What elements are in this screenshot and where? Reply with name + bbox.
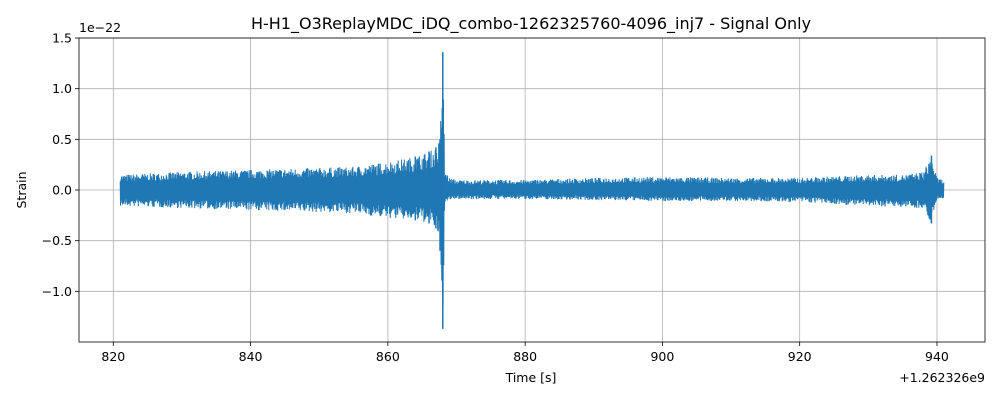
x-tick-label: 880 (513, 349, 537, 364)
y-axis-label: Strain (14, 171, 29, 208)
x-tick-label: 840 (239, 349, 263, 364)
y-tick-label: 0.5 (52, 132, 72, 147)
x-tick-label: 900 (650, 349, 674, 364)
y-axis-scale-label: 1e−22 (79, 20, 121, 35)
chart-title: H-H1_O3ReplayMDC_iDQ_combo-1262325760-40… (251, 14, 811, 34)
y-tick-label: 1.0 (52, 81, 72, 96)
x-axis-offset-label: +1.262326e9 (899, 370, 985, 385)
x-tick-label: 860 (376, 349, 400, 364)
x-axis-label: Time [s] (505, 370, 557, 385)
y-tick-label: −0.5 (42, 233, 72, 248)
x-tick-label: 920 (788, 349, 812, 364)
y-tick-label: 0.0 (52, 183, 72, 198)
y-tick-label: −1.0 (42, 284, 72, 299)
signal-trace (119, 88, 945, 307)
y-tick-label: 1.5 (52, 31, 72, 46)
signal-series (119, 52, 945, 329)
x-tick-label: 940 (925, 349, 949, 364)
x-tick-label: 820 (101, 349, 125, 364)
ticks: 820 840 860 880 900 920 940 −1.0 −0.5 0.0 0.5 1.0 1.… (42, 31, 949, 365)
